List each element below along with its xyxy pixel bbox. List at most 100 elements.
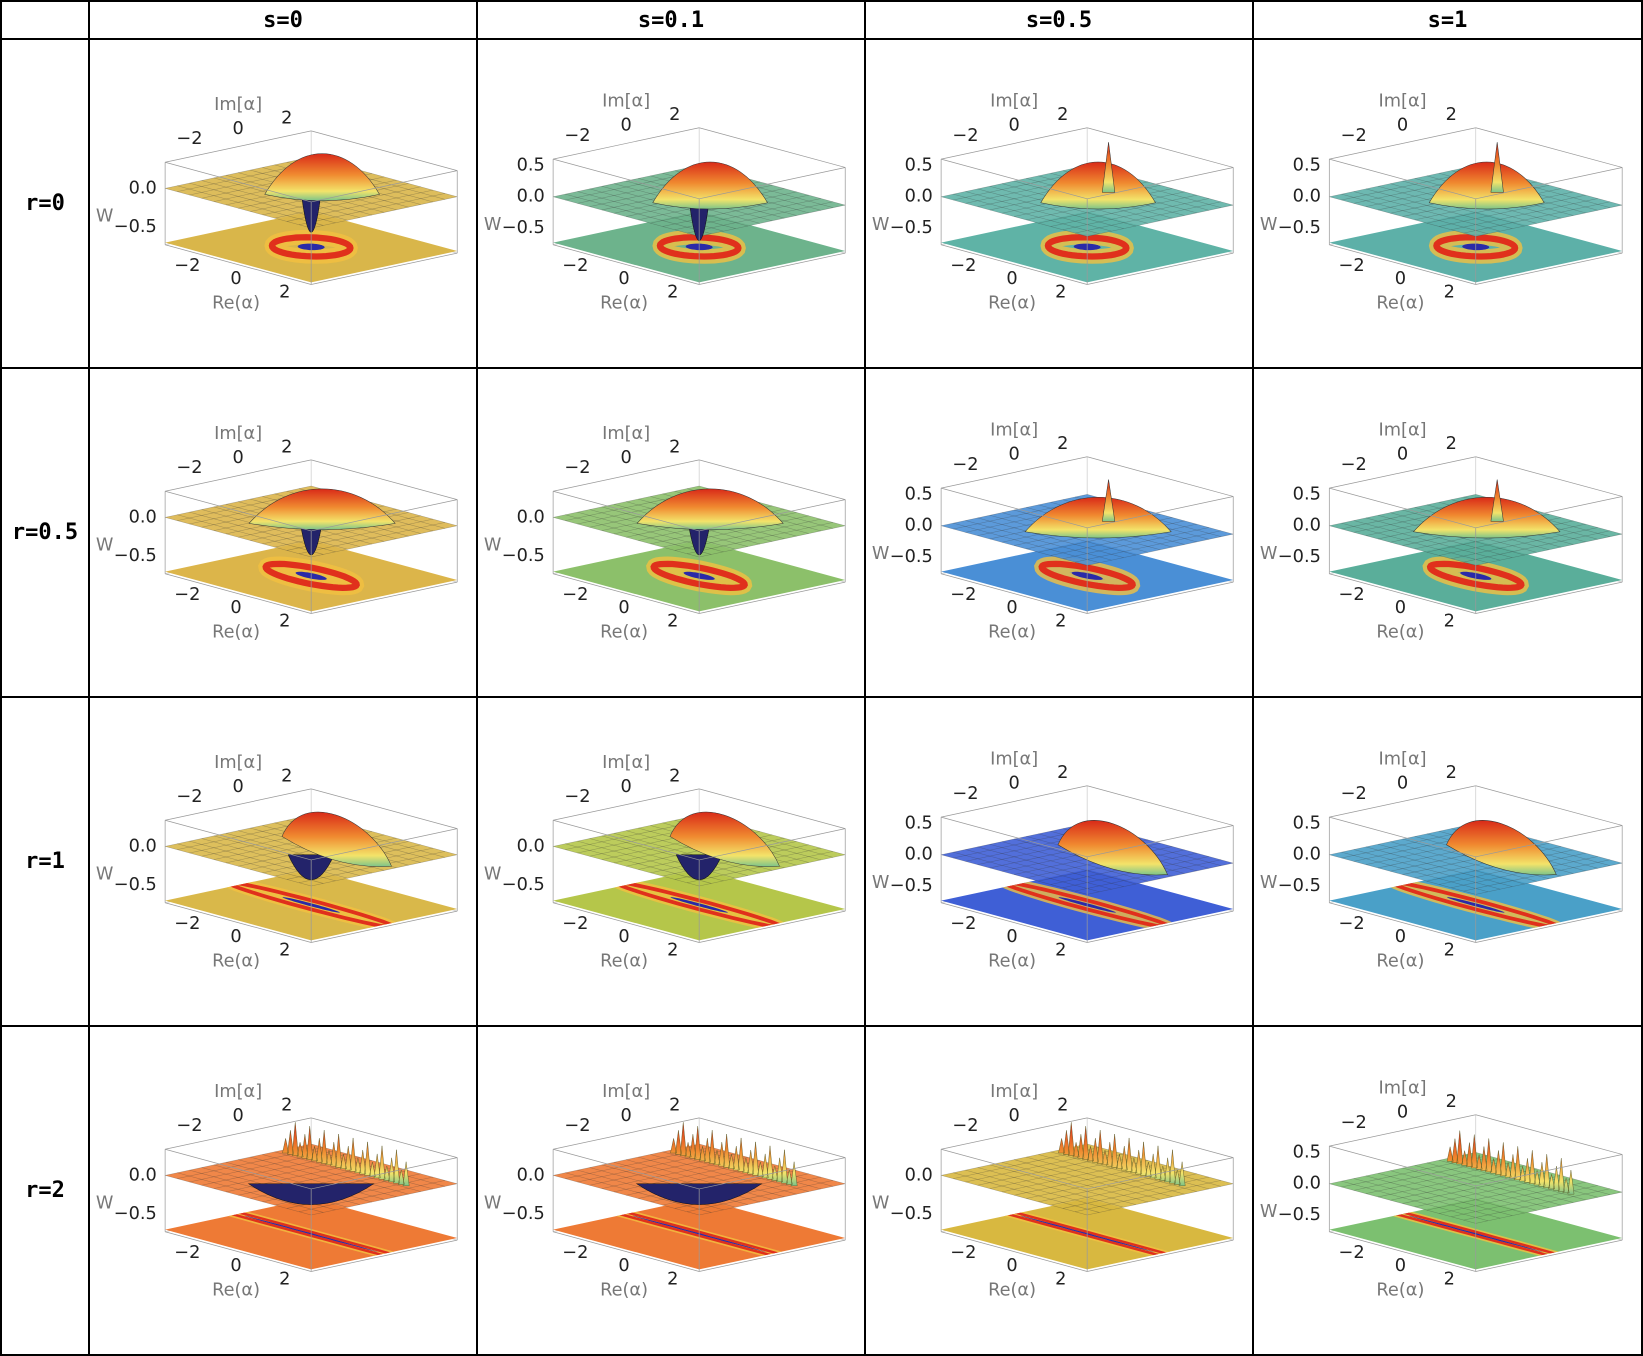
box-edge <box>311 499 458 532</box>
box-edge <box>1475 1239 1623 1272</box>
mesh-line <box>298 522 446 554</box>
box-edge <box>311 1117 458 1158</box>
im-axis-label: Im[α] <box>1378 421 1426 441</box>
re-tick-label: 0 <box>1006 598 1017 618</box>
mesh-line <box>977 1167 1124 1208</box>
mesh-line <box>1475 204 1623 237</box>
re-tick-label: −2 <box>562 256 588 276</box>
re-axis-label: Re(α) <box>1376 293 1424 313</box>
plot-cell: −2 0 2 −2 0 2 Im[α] Re(α) −0.5 0.0 W <box>90 369 478 698</box>
mesh-line <box>941 196 1088 237</box>
row-header: r=0 <box>0 40 90 369</box>
box-edge <box>165 788 312 821</box>
mesh-line <box>953 522 1100 564</box>
mesh-line <box>1365 1175 1513 1216</box>
mesh-line <box>1329 165 1476 197</box>
mesh-line <box>250 1156 397 1198</box>
mesh-line <box>1463 1188 1611 1221</box>
mesh-line <box>553 165 700 197</box>
w-tick-label: −0.5 <box>502 875 545 895</box>
w-tick-label: −0.5 <box>890 876 933 896</box>
plot-cell: −2 0 2 −2 0 2 Im[α] Re(α) −0.5 0.0 0.5 W <box>1254 40 1643 369</box>
mesh-line <box>565 1172 712 1213</box>
mesh-line <box>941 525 1088 566</box>
im-tick-label: 2 <box>281 766 292 786</box>
re-tick-label: 0 <box>230 598 241 618</box>
mesh-line <box>1001 1162 1149 1203</box>
re-tick-label: 2 <box>279 1269 290 1289</box>
surface-peak <box>248 488 396 530</box>
box-edge <box>1329 158 1476 200</box>
wigner-plot: −2 0 2 −2 0 2 Im[α] Re(α) −0.5 0.0 0.5 W <box>1260 750 1623 971</box>
surface-plane <box>553 1144 846 1216</box>
mesh-line <box>1074 859 1222 892</box>
box-edge <box>1329 902 1476 943</box>
re-tick-label: −2 <box>174 256 200 276</box>
mesh-line <box>699 1183 846 1216</box>
plot-cell: −2 0 2 −2 0 2 Im[α] Re(α) −0.5 0.0 W <box>478 1027 866 1356</box>
im-tick-label: 0 <box>232 119 243 139</box>
re-tick-label: −2 <box>950 585 976 605</box>
w-tick-label: 0.5 <box>905 155 933 175</box>
box-edge <box>165 819 312 861</box>
im-tick-label: 2 <box>1057 105 1068 125</box>
box-edge <box>1475 785 1623 826</box>
im-tick-label: −2 <box>564 126 590 146</box>
im-tick-label: −2 <box>1341 784 1367 804</box>
box-edge <box>941 816 1088 858</box>
surface-ridge <box>281 811 392 867</box>
mesh-line <box>1001 841 1149 882</box>
im-tick-label: 2 <box>281 108 292 128</box>
surface-spike <box>1490 479 1504 522</box>
re-axis-label: Re(α) <box>988 622 1036 642</box>
surface-ridge <box>1057 820 1168 876</box>
mesh-line <box>601 835 748 876</box>
re-tick-label: 2 <box>279 940 290 960</box>
re-axis-label: Re(α) <box>988 293 1036 313</box>
box-edge <box>553 819 700 861</box>
im-axis-label: Im[α] <box>1378 750 1426 770</box>
mesh-line <box>1365 188 1513 229</box>
density-ring <box>268 234 354 260</box>
box-edge <box>1329 487 1476 529</box>
w-axis-label: W <box>96 207 114 227</box>
plot-cell: −2 0 2 −2 0 2 Im[α] Re(α) −0.5 0.0 W <box>90 698 478 1027</box>
mesh-line <box>1329 854 1476 895</box>
w-tick-label: 0.0 <box>905 187 933 207</box>
mesh-line <box>953 851 1100 893</box>
im-axis-label: Im[α] <box>1378 1079 1426 1099</box>
box-edge <box>1087 496 1234 529</box>
density-ring <box>1044 234 1130 260</box>
box-edge <box>553 788 700 821</box>
im-tick-label: −2 <box>564 458 590 478</box>
box-edge <box>311 459 458 500</box>
wigner-plot: −2 0 2 −2 0 2 Im[α] Re(α) −0.5 0.0 0.5 W <box>1260 92 1623 313</box>
mesh-line <box>1414 1165 1562 1206</box>
w-tick-label: −0.5 <box>502 218 545 238</box>
row-label: r=1 <box>25 849 65 874</box>
mesh-line <box>177 1172 324 1213</box>
im-tick-label: 2 <box>1446 763 1457 783</box>
w-axis-label: W <box>1260 215 1278 235</box>
re-axis-label: Re(α) <box>212 951 260 971</box>
mesh-line <box>1329 196 1476 237</box>
mesh-line <box>650 1154 797 1195</box>
surface-spikes <box>1058 1122 1186 1187</box>
w-axis-label: W <box>872 1194 890 1214</box>
box-edge <box>553 573 700 614</box>
plot-cell: −2 0 2 −2 0 2 Im[α] Re(α) −0.5 0.0 0.5 W <box>866 698 1254 1027</box>
mesh-line <box>1365 517 1513 558</box>
mesh-line <box>1390 1170 1537 1211</box>
re-tick-label: −2 <box>950 914 976 934</box>
mesh-line <box>565 514 712 555</box>
column-label: s=0 <box>263 7 303 33</box>
im-tick-label: −2 <box>564 787 590 807</box>
box-edge <box>699 828 846 861</box>
re-tick-label: 0 <box>230 269 241 289</box>
w-tick-label: 0.0 <box>129 836 157 856</box>
mesh-line <box>1050 1151 1197 1192</box>
re-tick-label: 2 <box>667 940 678 960</box>
box-edge <box>1475 496 1623 529</box>
box-edge <box>699 459 846 500</box>
